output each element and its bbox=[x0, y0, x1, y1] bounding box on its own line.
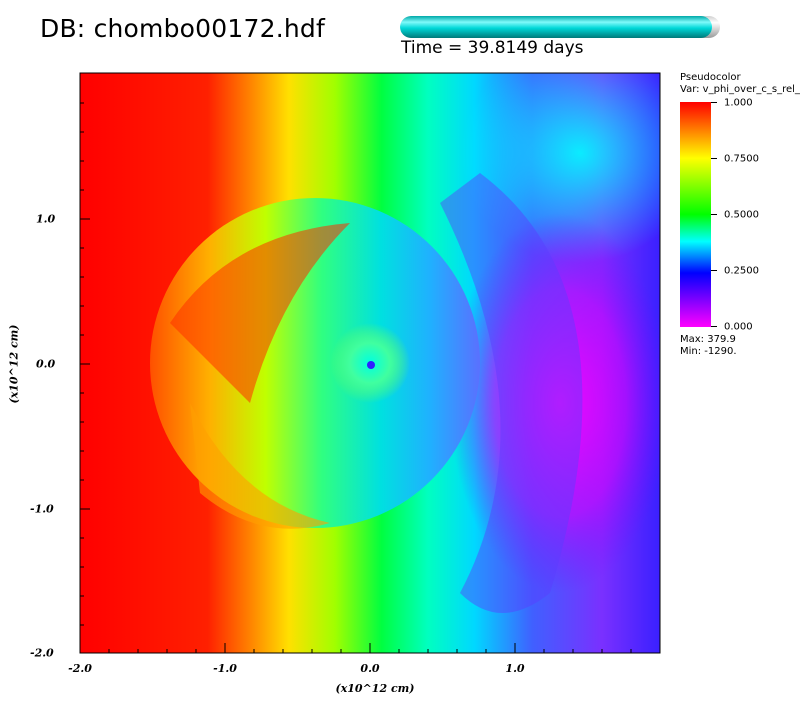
x-tick-label: -2.0 bbox=[68, 662, 92, 675]
colorbar-tick bbox=[711, 270, 717, 271]
x-tick-label: 0.0 bbox=[360, 662, 380, 675]
colorbar-label: 0.7500 bbox=[724, 153, 759, 165]
colorbar-tick bbox=[711, 158, 717, 159]
legend-title: Pseudocolor bbox=[680, 72, 741, 83]
red-spiral-arm bbox=[170, 223, 350, 403]
y-axis-label: (x10^12 cm) bbox=[7, 324, 21, 404]
colorbar-label: 0.2500 bbox=[724, 265, 759, 277]
blue-spiral-arm bbox=[440, 173, 583, 613]
y-tick-label: 0.0 bbox=[36, 357, 56, 371]
x-tick-marks bbox=[79, 643, 632, 653]
legend-variable: Var: v_phi_over_c_s_rel_2 bbox=[680, 84, 800, 95]
x-tick-label: -1.0 bbox=[213, 662, 237, 675]
colorbar-tick bbox=[711, 326, 717, 327]
pseudocolor-field bbox=[80, 73, 660, 653]
colorbar-label: 0.000 bbox=[724, 321, 753, 333]
time-slider-fill bbox=[400, 16, 712, 38]
y-tick-label: 1.0 bbox=[36, 212, 56, 226]
x-axis-label: (x10^12 cm) bbox=[335, 682, 415, 695]
time-slider[interactable] bbox=[400, 16, 720, 38]
orange-arm bbox=[190, 403, 330, 529]
colorbar-label: 0.5000 bbox=[724, 209, 759, 221]
colorbar-tick bbox=[711, 102, 717, 103]
core-point bbox=[367, 361, 375, 369]
colorbar-tick bbox=[711, 214, 717, 215]
y-tick-label: -1.0 bbox=[30, 502, 54, 516]
min-value: Min: -1290. bbox=[680, 346, 737, 357]
y-tick-marks bbox=[80, 102, 90, 654]
y-tick-label: -2.0 bbox=[30, 646, 54, 660]
time-label: Time = 39.8149 days bbox=[401, 38, 584, 58]
x-tick-label: 1.0 bbox=[505, 662, 525, 675]
max-value: Max: 379.9 bbox=[680, 334, 736, 345]
cyan-region bbox=[460, 73, 660, 263]
colorbar-label: 1.000 bbox=[724, 97, 753, 109]
pseudocolor-plot bbox=[80, 73, 660, 653]
magenta-region bbox=[450, 213, 660, 593]
colorbar bbox=[680, 102, 711, 327]
database-title: DB: chombo00172.hdf bbox=[40, 14, 325, 43]
